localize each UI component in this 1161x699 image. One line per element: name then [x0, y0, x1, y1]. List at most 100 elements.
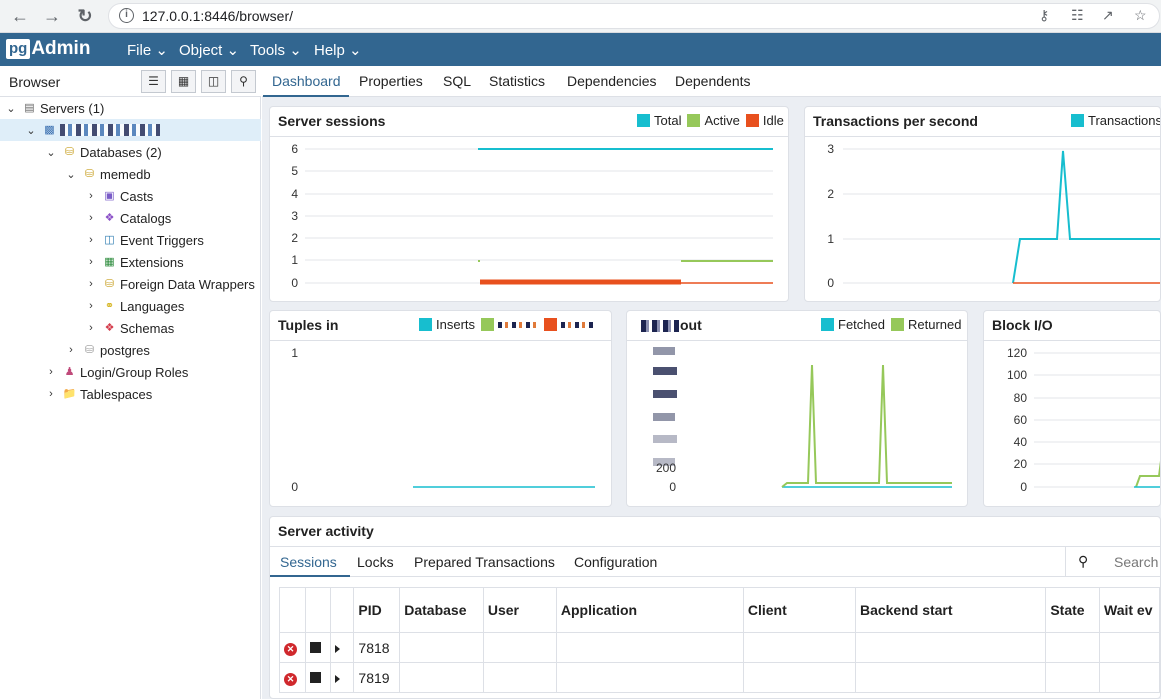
col-state[interactable]: State: [1045, 587, 1100, 633]
tree-item-extensions[interactable]: › ▦ Extensions: [84, 251, 183, 273]
activity-search[interactable]: ⚲ Search: [1065, 547, 1161, 577]
search-input[interactable]: Search: [1114, 554, 1159, 570]
chevron-right-icon[interactable]: ›: [89, 322, 93, 334]
schemas-icon: ❖: [104, 322, 115, 334]
chevron-down-icon[interactable]: ⌄: [46, 146, 56, 159]
col-database[interactable]: Database: [399, 587, 484, 633]
col-pid[interactable]: PID: [353, 587, 401, 633]
tree-item-fdw[interactable]: › ⛁ Foreign Data Wrappers: [84, 273, 255, 295]
share-icon[interactable]: ↗: [1102, 7, 1114, 23]
tab-dependencies[interactable]: Dependencies: [567, 73, 657, 89]
chevron-right-icon[interactable]: ›: [89, 278, 93, 290]
col-backend-start[interactable]: Backend start: [854, 587, 1047, 633]
forward-icon[interactable]: →: [43, 6, 61, 26]
stop-icon[interactable]: [309, 641, 321, 653]
tab-dependents[interactable]: Dependents: [675, 73, 751, 89]
subtab-sessions[interactable]: Sessions: [280, 554, 337, 570]
reload-icon[interactable]: ↻: [77, 6, 93, 26]
stop-icon[interactable]: [309, 671, 321, 683]
chevron-right-icon[interactable]: ›: [89, 256, 93, 268]
tree-item-roles[interactable]: › ♟ Login/Group Roles: [44, 361, 188, 383]
tree-item-databases[interactable]: ⌄ ⛁ Databases (2): [44, 141, 161, 163]
back-icon[interactable]: ←: [11, 6, 29, 26]
y-tick: 4: [291, 187, 298, 201]
card-title: Transactions per second: [813, 113, 978, 129]
chevron-right-icon[interactable]: ›: [49, 366, 53, 378]
y-tick: 3: [827, 142, 834, 156]
tree-item-catalogs[interactable]: › ❖ Catalogs: [84, 207, 171, 229]
chevron-right-icon[interactable]: ›: [89, 234, 93, 246]
tree-item-label: Casts: [120, 188, 154, 204]
menu-tools[interactable]: Tools ⌄: [250, 42, 302, 59]
casts-icon: ▣: [104, 190, 115, 202]
chevron-right-icon[interactable]: ›: [49, 388, 53, 400]
menu-tools-label: Tools: [250, 42, 286, 59]
tree-item-event-triggers[interactable]: › ◫ Event Triggers: [84, 229, 204, 251]
tree-item-label: memedb: [100, 166, 151, 182]
tree-item-tablespaces[interactable]: › 📁 Tablespaces: [44, 383, 152, 405]
col-expand: [329, 587, 355, 633]
legend-swatch: [637, 114, 650, 127]
query-tool-icon[interactable]: ☰: [141, 70, 166, 93]
card-tps: Transactions per second Transactions 3 2…: [804, 106, 1161, 302]
address-bar[interactable]: i 127.0.0.1:8446/browser/ ⚷ ☷ ↗ ☆: [108, 3, 1160, 29]
col-user[interactable]: User: [482, 587, 557, 633]
legend-label: Total: [654, 113, 682, 128]
menu-object[interactable]: Object ⌄: [179, 42, 240, 59]
tab-statistics[interactable]: Statistics: [489, 73, 546, 89]
tree-item-server[interactable]: ⌄ ▩: [0, 119, 261, 141]
tree-item-label: Login/Group Roles: [80, 364, 189, 380]
chevron-right-icon[interactable]: ›: [89, 300, 93, 312]
tree-item-label: postgres: [100, 342, 150, 358]
expand-icon[interactable]: [334, 674, 340, 683]
chevron-right-icon[interactable]: ›: [89, 212, 93, 224]
terminate-icon[interactable]: ✕: [284, 673, 297, 686]
y-tick: 100: [1007, 368, 1027, 382]
menu-help[interactable]: Help ⌄: [314, 42, 362, 59]
tree-item-postgres[interactable]: › ⛁ postgres: [64, 339, 150, 361]
chevron-down-icon[interactable]: ⌄: [6, 102, 16, 115]
card-tuples-out: out Fetched Returned 200 0: [626, 310, 968, 507]
chart-legend: Fetched Returned: [815, 317, 961, 332]
filter-rows-icon[interactable]: ◫: [201, 70, 226, 93]
database-disconnected-icon: ⛁: [84, 344, 95, 356]
key-icon[interactable]: ⚷: [1039, 7, 1050, 23]
tree-item-languages[interactable]: › ⚭ Languages: [84, 295, 184, 317]
terminate-icon[interactable]: ✕: [284, 643, 297, 656]
menu-file-label: File: [127, 42, 152, 59]
server-icon: ▩: [44, 124, 55, 136]
legend-label: Returned: [907, 317, 962, 332]
col-client[interactable]: Client: [742, 587, 856, 633]
info-icon[interactable]: i: [119, 8, 134, 23]
search-objects-icon[interactable]: ⚲: [231, 70, 256, 93]
view-data-icon[interactable]: ▦: [171, 70, 196, 93]
table-header-row: PID Database User Application Client Bac…: [279, 587, 1160, 633]
tuples-out-chart: 200 0: [653, 347, 952, 494]
chevron-right-icon[interactable]: ›: [69, 344, 73, 356]
col-wait-event[interactable]: Wait ev: [1099, 587, 1160, 633]
subtab-prepared-transactions[interactable]: Prepared Transactions: [414, 554, 555, 570]
catalogs-icon: ❖: [104, 212, 115, 224]
card-title: Block I/O: [992, 317, 1053, 333]
star-icon[interactable]: ☆: [1134, 7, 1147, 23]
subtab-locks[interactable]: Locks: [357, 554, 394, 570]
tab-sql[interactable]: SQL: [443, 73, 472, 89]
tps-chart: 3 2 1 0: [827, 142, 1160, 290]
block-io-chart: 120 100 80 60 40 20 0: [1007, 346, 1160, 494]
col-application[interactable]: Application: [555, 587, 744, 633]
chevron-down-icon[interactable]: ⌄: [66, 168, 76, 181]
menu-file[interactable]: File ⌄: [127, 42, 168, 59]
tree-item-schemas[interactable]: › ❖ Schemas: [84, 317, 174, 339]
subtab-configuration[interactable]: Configuration: [574, 554, 658, 570]
tab-properties[interactable]: Properties: [359, 73, 423, 89]
server-activity-panel: Server activity Sessions Locks Prepared …: [269, 516, 1161, 699]
tab-dashboard[interactable]: Dashboard: [272, 73, 341, 89]
chevron-down-icon[interactable]: ⌄: [26, 124, 36, 137]
tree-item-memedb[interactable]: ⌄ ⛁ memedb: [64, 163, 151, 185]
tree-item-servers[interactable]: ⌄ ▤ Servers (1): [4, 97, 261, 119]
translate-icon[interactable]: ☷: [1071, 7, 1084, 23]
expand-icon[interactable]: [334, 644, 340, 653]
tree-item-casts[interactable]: › ▣ Casts: [84, 185, 153, 207]
chevron-right-icon[interactable]: ›: [89, 190, 93, 202]
legend-redacted: [498, 321, 539, 328]
